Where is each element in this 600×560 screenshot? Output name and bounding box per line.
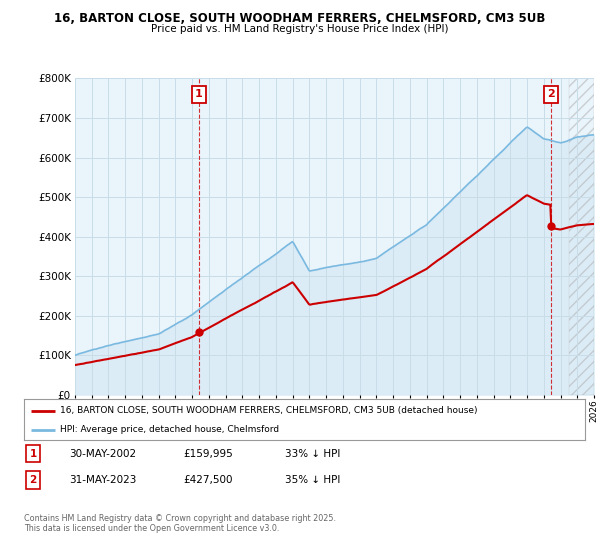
Text: £427,500: £427,500 <box>183 475 233 485</box>
Text: 16, BARTON CLOSE, SOUTH WOODHAM FERRERS, CHELMSFORD, CM3 5UB: 16, BARTON CLOSE, SOUTH WOODHAM FERRERS,… <box>55 12 545 25</box>
Text: 35% ↓ HPI: 35% ↓ HPI <box>285 475 340 485</box>
Text: Price paid vs. HM Land Registry's House Price Index (HPI): Price paid vs. HM Land Registry's House … <box>151 24 449 34</box>
Text: 1: 1 <box>29 449 37 459</box>
Text: 30-MAY-2002: 30-MAY-2002 <box>69 449 136 459</box>
Text: HPI: Average price, detached house, Chelmsford: HPI: Average price, detached house, Chel… <box>61 425 280 434</box>
Text: 16, BARTON CLOSE, SOUTH WOODHAM FERRERS, CHELMSFORD, CM3 5UB (detached house): 16, BARTON CLOSE, SOUTH WOODHAM FERRERS,… <box>61 406 478 415</box>
Text: 33% ↓ HPI: 33% ↓ HPI <box>285 449 340 459</box>
Text: 2: 2 <box>29 475 37 485</box>
Text: 1: 1 <box>195 90 203 100</box>
Text: £159,995: £159,995 <box>183 449 233 459</box>
Text: 2: 2 <box>547 90 554 100</box>
Text: 31-MAY-2023: 31-MAY-2023 <box>69 475 136 485</box>
Text: Contains HM Land Registry data © Crown copyright and database right 2025.
This d: Contains HM Land Registry data © Crown c… <box>24 514 336 534</box>
